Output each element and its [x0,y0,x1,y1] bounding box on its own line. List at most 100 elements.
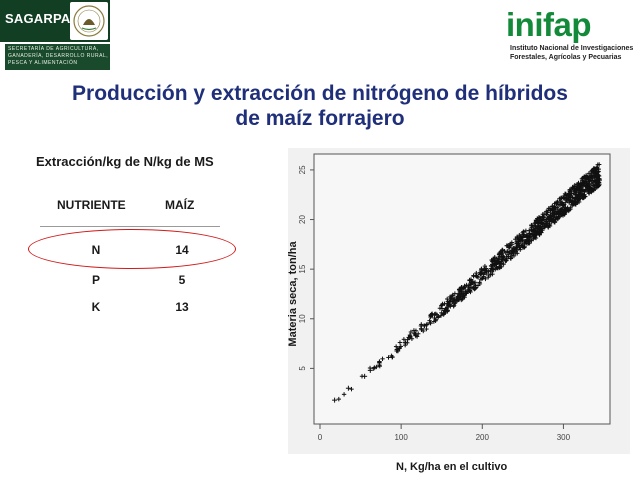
data-point [456,287,462,292]
data-point [437,306,443,311]
data-point [336,396,341,402]
data-point [405,337,410,342]
data-point [362,373,368,379]
table-cell-nutrient: K [91,300,101,314]
data-point [380,356,385,362]
data-point [374,364,379,370]
data-point [428,321,433,326]
data-point [493,259,498,264]
data-point [536,218,542,224]
data-point [517,242,522,248]
data-point [532,227,537,233]
data-point [442,301,447,306]
data-point [552,218,557,224]
data-point [427,318,432,323]
table-cell-value: 13 [175,300,189,314]
data-point [507,244,512,250]
data-point [349,386,354,392]
data-point [570,185,575,190]
data-point [573,197,578,202]
data-point [332,397,338,403]
inifap-subtitle-line: Instituto Nacional de Investigaciones [510,45,634,52]
data-point [580,178,585,183]
data-point [413,328,419,333]
data-point [468,289,473,295]
data-point [557,196,562,201]
data-point [568,198,574,204]
data-point [447,301,453,307]
data-point [521,229,526,234]
data-point [556,211,561,216]
data-point [585,175,591,180]
data-point [497,261,502,267]
data-point [439,303,444,308]
data-point [484,268,490,274]
data-point [424,326,429,332]
data-point [451,303,457,308]
data-point [481,266,487,272]
scatter-points [332,162,602,403]
data-point [509,248,515,253]
y-axis: 5 10 15 20 25 [298,165,314,371]
data-point [526,228,532,233]
data-point [579,189,585,194]
data-point [555,205,560,211]
data-point [509,242,515,247]
data-point [592,184,597,189]
data-point [562,211,567,216]
data-point [367,367,373,373]
data-point [548,213,554,219]
scatter-chart: 5 10 15 20 25 0 100 200 300 [288,148,630,454]
data-point [544,212,550,217]
data-point [492,263,497,268]
data-point [408,329,414,335]
data-point [511,250,516,256]
y-axis-label-text: Materia seca, ton/ha [287,241,299,347]
data-point [589,168,594,174]
data-point [467,277,472,283]
data-point [453,300,458,305]
data-point [442,308,447,313]
data-point [505,250,511,255]
data-point [540,212,546,217]
inifap-logo: inifap [506,6,592,43]
y-tick-label: 25 [298,165,307,174]
x-tick-label: 0 [318,433,323,442]
data-point [468,285,474,290]
data-point [554,199,560,205]
sagarpa-subtitle: SECRETARÍA DE AGRICULTURA, GANADERÍA, DE… [8,46,108,67]
data-point [482,263,488,269]
data-point [559,195,564,201]
data-point [471,281,477,287]
data-point [526,240,531,246]
data-point [480,275,486,281]
data-point [465,289,471,294]
data-point [498,260,503,266]
data-point [506,254,511,259]
data-point [533,233,538,238]
data-point [398,344,403,349]
data-point [394,347,400,353]
data-point [459,285,464,290]
data-point [486,275,491,280]
data-point [371,366,376,371]
data-point [428,312,433,318]
data-point [529,224,535,230]
data-point [431,319,437,324]
data-point [590,187,596,192]
data-point [452,291,458,296]
data-point [438,313,444,318]
data-point [518,239,523,245]
table-cell-value: 5 [178,273,186,287]
data-point [544,217,549,222]
y-axis-label: Materia seca, ton/ha [283,224,303,364]
data-point [566,191,572,196]
data-point [577,183,583,189]
data-point [424,322,429,328]
data-point [561,196,567,201]
data-point [514,241,519,247]
data-point [481,272,486,277]
data-point [553,209,559,214]
data-point [583,187,588,192]
data-point [495,255,501,261]
